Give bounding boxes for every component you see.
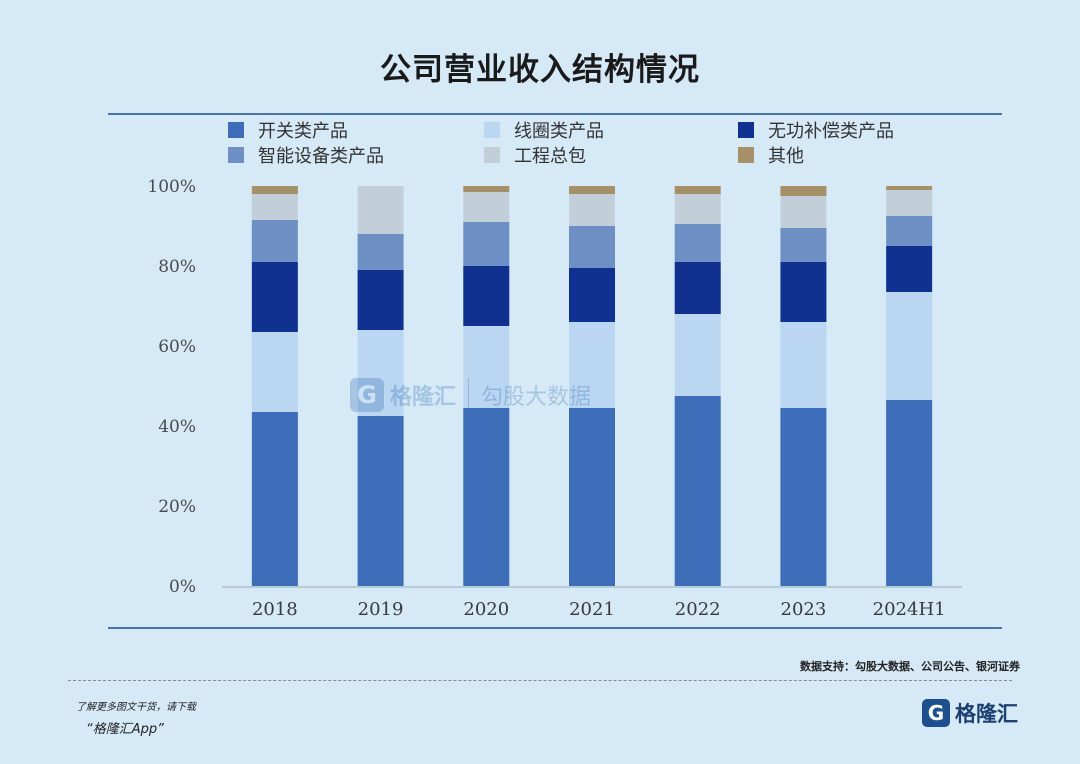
x-tick-label: 2023 [781, 599, 827, 620]
x-tick-label: 2018 [252, 599, 298, 620]
bar-segment [780, 196, 827, 228]
legend-item: 其他 [738, 144, 804, 167]
bar-segment [780, 408, 827, 586]
bar-segment [569, 194, 615, 226]
legend-item: 线圈类产品 [484, 119, 604, 142]
legend-swatch [228, 122, 244, 138]
promo-line-1: 了解更多图文干货，请下载 [76, 702, 196, 713]
x-tick-label: 2024H1 [873, 599, 946, 620]
bar-segment [463, 266, 510, 326]
legend-swatch [228, 147, 244, 163]
bar-segment [674, 396, 721, 586]
bar-segment [569, 226, 615, 268]
bar-segment [251, 262, 298, 332]
bar-segment [357, 186, 404, 234]
legend-label: 智能设备类产品 [258, 146, 384, 167]
legend-swatch [738, 122, 754, 138]
bar-segment [674, 314, 721, 396]
bar-segment [251, 186, 298, 194]
bar-segment [569, 186, 615, 194]
y-tick-label: 40% [158, 417, 196, 437]
legend-label: 其他 [768, 146, 804, 167]
bar-segment [251, 194, 298, 220]
bar-segment [463, 326, 510, 408]
bar-segment [463, 192, 510, 222]
bar-segment [674, 186, 721, 194]
bar-segment [886, 292, 933, 400]
bar-segment [780, 186, 827, 196]
y-tick-label: 100% [147, 177, 196, 197]
bar-segment [780, 322, 827, 408]
bar-segment [886, 190, 933, 216]
promo-line-2: “格隆汇App” [86, 722, 164, 737]
bar-segment [886, 216, 933, 246]
legend-item: 智能设备类产品 [228, 144, 384, 167]
bar-segment [357, 330, 404, 416]
bar-segment [357, 270, 404, 330]
brand-name: 格隆汇 [955, 702, 1018, 726]
bar-segment [251, 332, 298, 412]
legend-item: 开关类产品 [228, 119, 348, 142]
bar-segment [780, 228, 827, 262]
legend: 开关类产品 线圈类产品 无功补偿类产品智能设备类产品 工程总包 其他 [0, 0, 1080, 170]
legend-label: 开关类产品 [258, 121, 348, 142]
data-source: 数据支持：勾股大数据、公司公告、银河证券 [800, 660, 1020, 673]
x-tick-label: 2021 [569, 599, 615, 620]
bar-segment [674, 262, 721, 314]
y-tick-label: 60% [158, 337, 196, 357]
y-tick-label: 80% [158, 257, 196, 277]
bar-segment [463, 222, 510, 266]
legend-item: 无功补偿类产品 [738, 119, 894, 142]
legend-label: 无功补偿类产品 [768, 121, 894, 142]
bar-segment [569, 322, 615, 408]
bar-segment [886, 246, 933, 292]
legend-swatch [484, 122, 500, 138]
bar-segment [780, 262, 827, 322]
bar-segment [463, 186, 510, 192]
legend-label: 工程总包 [514, 146, 586, 167]
bar-segment [251, 220, 298, 262]
bar-segment [886, 186, 933, 190]
legend-swatch [738, 147, 754, 163]
y-tick-label: 20% [158, 497, 196, 517]
legend-label: 线圈类产品 [514, 121, 604, 142]
legend-swatch [484, 147, 500, 163]
brand-logo-icon: G [922, 699, 950, 727]
bottom-rule [108, 627, 1002, 629]
bar-segment [463, 408, 510, 586]
x-tick-label: 2019 [358, 599, 404, 620]
x-tick-label: 2020 [463, 599, 509, 620]
bar-segment [674, 224, 721, 262]
dashed-divider [68, 680, 1012, 681]
bar-segment [674, 194, 721, 224]
top-rule [108, 113, 1002, 115]
bar-segment [569, 408, 615, 586]
bar-segment [357, 234, 404, 270]
bar-segment [357, 416, 404, 586]
y-tick-label: 0% [169, 577, 196, 597]
legend-item: 工程总包 [484, 144, 586, 167]
bar-segment [886, 400, 933, 586]
x-tick-label: 2022 [675, 599, 721, 620]
chart-title: 公司营业收入结构情况 [380, 52, 700, 88]
bar-segment [251, 412, 298, 586]
bar-segment [569, 268, 615, 322]
